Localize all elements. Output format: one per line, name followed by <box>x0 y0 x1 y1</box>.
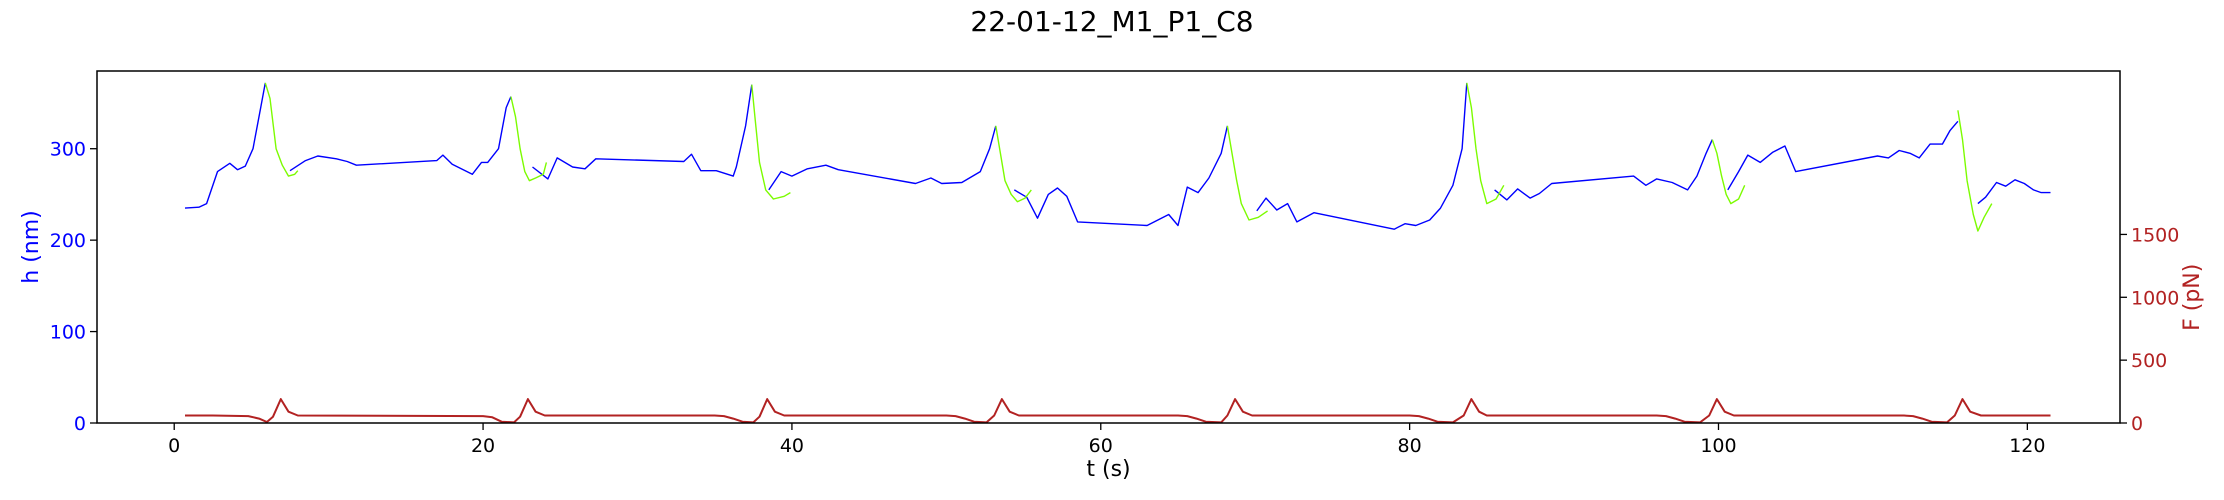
series-line-h_retract-6 <box>1711 139 1746 205</box>
series-line-h_approach-0 <box>184 82 266 209</box>
series-line-h_retract-2 <box>751 84 791 200</box>
right-y-tick-label: 500 <box>2131 350 2167 372</box>
left-y-tick-label: 0 <box>74 413 86 435</box>
left-y-axis-label: h (nm) <box>19 210 44 283</box>
series-line-h_approach-1 <box>289 96 512 175</box>
x-tick-label: 120 <box>2009 435 2045 457</box>
series-line-h_approach-6 <box>1494 139 1713 201</box>
series-line-h_retract-5 <box>1466 82 1505 205</box>
series-line-h_approach-3 <box>768 125 997 191</box>
right-y-tick-label: 1500 <box>2131 224 2179 246</box>
series-line-force-0 <box>185 398 2051 423</box>
series-line-h_retract-3 <box>995 125 1032 203</box>
x-tick-label: 40 <box>780 435 804 457</box>
x-axis-label: t (s) <box>1086 457 1130 482</box>
right-y-tick-label: 1000 <box>2131 287 2179 309</box>
left-y-tick-label: 300 <box>50 139 86 161</box>
series-line-h_approach-5 <box>1256 82 1468 230</box>
x-tick-label: 0 <box>168 435 180 457</box>
left-y-tick-label: 200 <box>50 230 86 252</box>
right-y-axis-label: F (pN) <box>2180 264 2205 331</box>
series-line-h_approach-4 <box>1013 125 1229 227</box>
left-y-tick-label: 100 <box>50 322 86 344</box>
x-tick-label: 20 <box>471 435 495 457</box>
right-y-tick-label: 0 <box>2131 413 2143 435</box>
series-line-h_approach-2 <box>532 84 753 180</box>
x-axis-ticks: 0 20 40 60 80 100 120 <box>168 423 2045 457</box>
x-tick-label: 60 <box>1089 435 1113 457</box>
series-line-h_approach-8 <box>1977 179 2051 205</box>
plot-area <box>184 82 2051 423</box>
series-line-h_retract-4 <box>1226 125 1268 221</box>
x-tick-label: 100 <box>1700 435 1736 457</box>
series-line-h_retract-7 <box>1957 110 1993 232</box>
series-line-h_retract-1 <box>510 96 548 182</box>
left-y-axis-ticks: 0 100 200 300 <box>50 139 97 435</box>
right-y-axis-ticks: 0 500 1000 1500 <box>2120 224 2179 435</box>
chart-title: 22-01-12_M1_P1_C8 <box>970 5 1253 38</box>
axes-frame <box>96 70 2121 424</box>
x-tick-label: 80 <box>1398 435 1422 457</box>
series-line-h_approach-7 <box>1727 120 1959 191</box>
series-line-h_retract-0 <box>264 82 299 177</box>
